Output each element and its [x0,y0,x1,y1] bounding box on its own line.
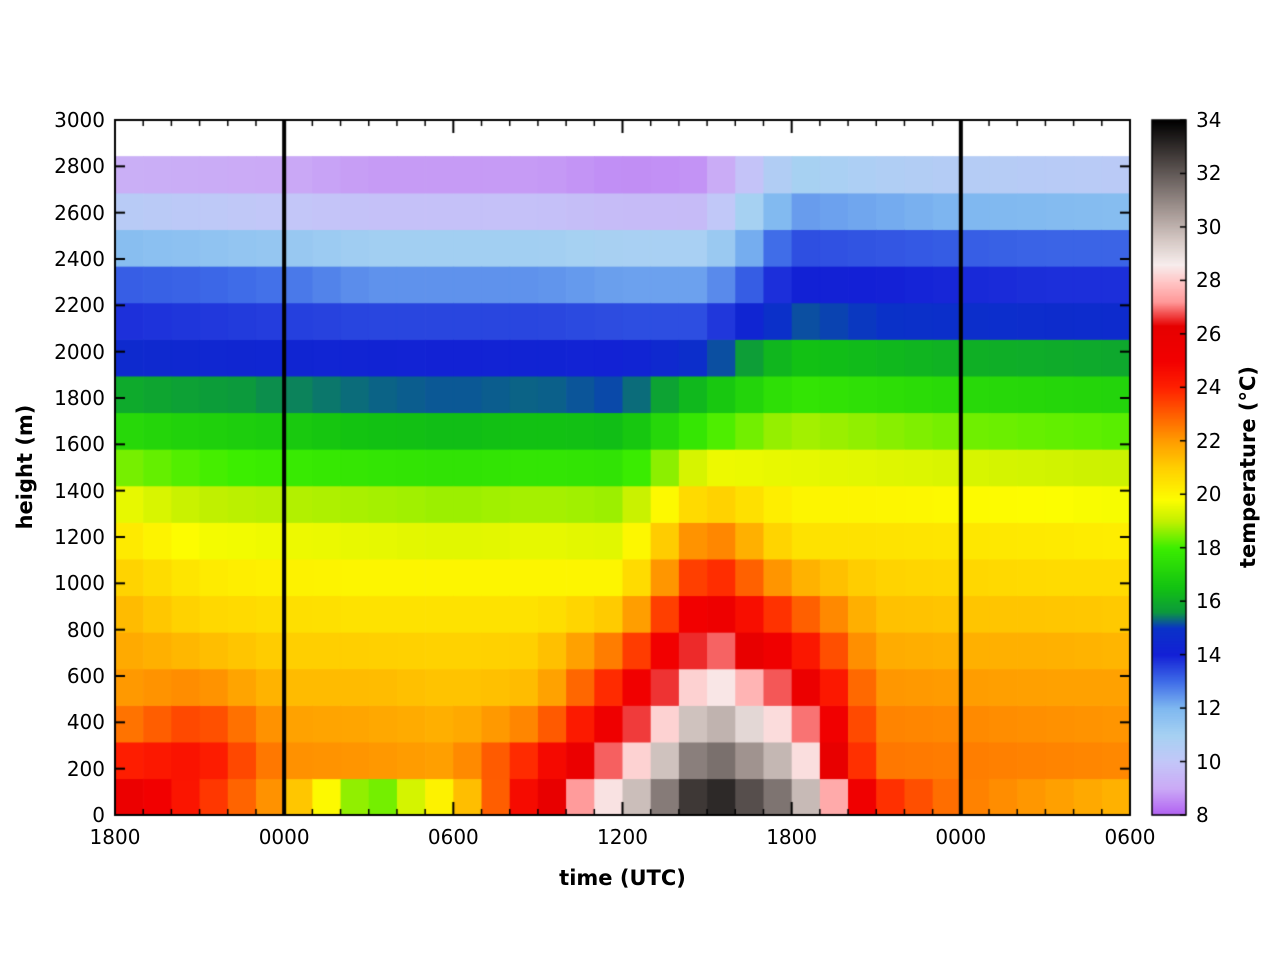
cb-tick-label: 12 [1196,696,1222,721]
y-tick-label: 1800 [54,386,105,410]
x-tick-label: 0000 [258,825,310,849]
cb-tick-label: 8 [1196,803,1209,827]
cb-tick-label: 26 [1196,321,1222,346]
cb-tick-label: 32 [1196,161,1222,186]
x-tick-label: 0000 [935,825,987,849]
y-tick-label: 3000 [54,108,105,132]
y-tick-label: 1600 [54,432,105,457]
cb-tick-label: 14 [1196,642,1222,667]
cb-tick-label: 10 [1196,749,1222,774]
y-tick-label: 1200 [54,525,105,549]
y-tick-label: 0 [92,803,105,827]
y-tick-label: 2800 [54,154,105,179]
y-tick-label: 800 [66,617,105,642]
x-tick-label: 1200 [597,825,648,849]
y-tick-label: 400 [66,710,105,735]
y-tick-label: 600 [66,664,105,688]
y-tick-label: 2600 [54,200,105,225]
x-tick-label: 0600 [1104,825,1156,849]
cb-tick-label: 30 [1196,214,1222,239]
cb-tick-label: 28 [1196,268,1222,293]
cb-tick-label: 16 [1196,589,1222,614]
cb-tick-label: 20 [1196,482,1222,507]
cb-tick-label: 24 [1196,375,1222,400]
colorbar-title: temperature (°C) [1236,366,1260,568]
cb-tick-label: 22 [1196,428,1222,453]
y-tick-label: 1400 [54,478,105,503]
y-tick-label: 200 [66,756,105,781]
x-tick-label: 1800 [766,825,818,849]
y-tick-label: 2400 [54,247,105,271]
y-tick-label: 1000 [54,571,105,596]
y-tick-label: 2200 [54,293,105,318]
x-tick-label: 1800 [89,825,141,849]
cb-tick-label: 18 [1196,535,1222,560]
y-tick-label: 2000 [54,339,105,364]
x-tick-label: 0600 [427,825,479,849]
x-axis-title: time (UTC) [559,866,686,890]
cb-tick-label: 34 [1196,108,1222,132]
y-axis-title: height (m) [13,404,37,530]
